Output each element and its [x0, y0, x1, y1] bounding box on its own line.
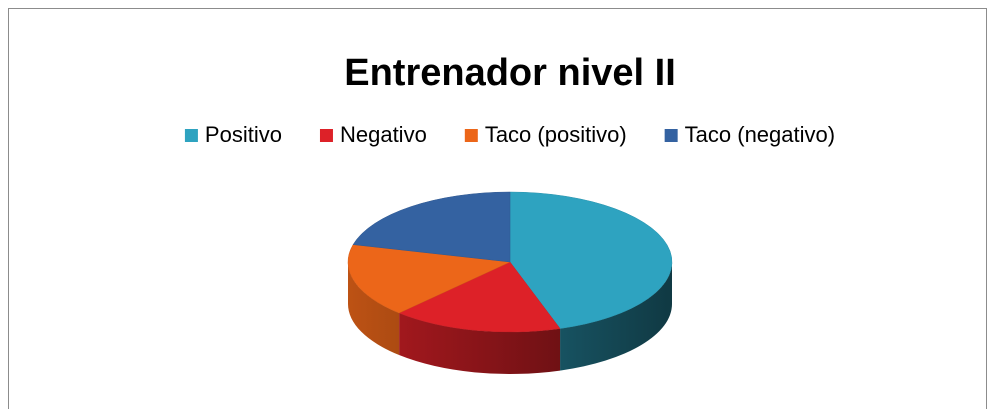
- legend-label: Taco (positivo): [485, 122, 627, 147]
- pie-slice: [398, 261, 561, 333]
- pie-slice: [347, 244, 511, 314]
- legend-swatch: [664, 129, 678, 142]
- legend: Positivo Negativo Taco (positivo) Taco (neg…: [184, 122, 835, 147]
- pie-side: [348, 262, 400, 356]
- legend-label: Negativo: [340, 122, 427, 147]
- pie-side: [560, 262, 672, 371]
- pie-tops: [347, 191, 673, 333]
- legend-label: Taco (negativo): [685, 122, 835, 147]
- pie-slice: [509, 191, 673, 329]
- pie-sides: [348, 262, 672, 375]
- pie-slice: [352, 191, 511, 263]
- legend-swatch: [184, 129, 198, 142]
- chart-title: Entrenador nivel II: [344, 52, 676, 94]
- pie-side: [399, 313, 561, 375]
- legend-swatch: [464, 129, 478, 142]
- legend-swatch: [319, 129, 333, 142]
- legend-label: Positivo: [205, 122, 282, 147]
